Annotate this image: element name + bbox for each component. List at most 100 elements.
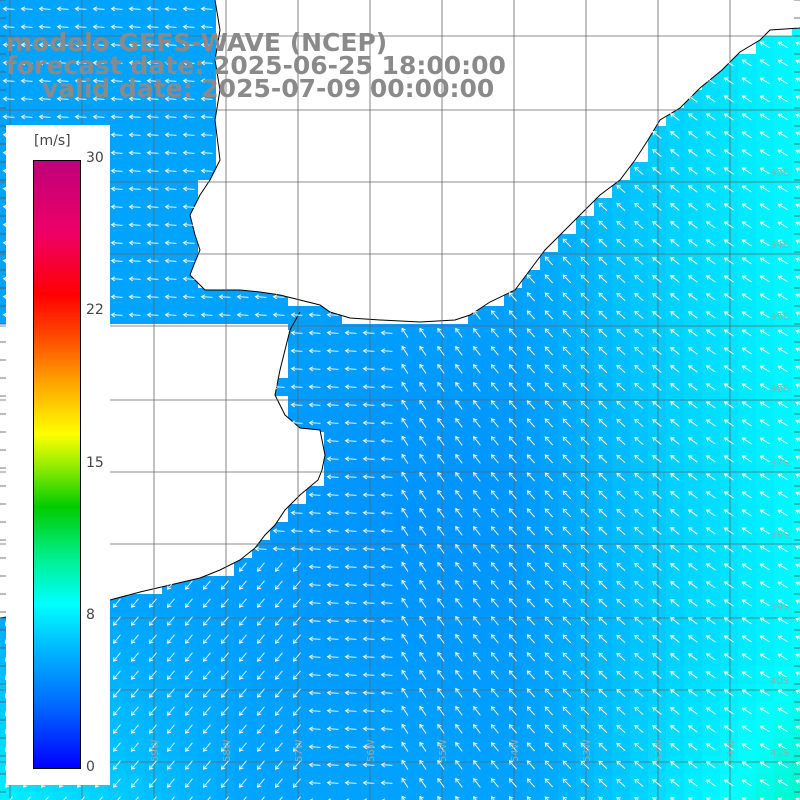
wind-arrow xyxy=(110,294,123,300)
colorbar-tick-22: 22 xyxy=(86,302,104,318)
wind-arrow xyxy=(652,562,662,571)
wind-cell xyxy=(792,216,800,234)
wind-arrow xyxy=(652,598,662,607)
wind-arrow xyxy=(616,364,626,373)
wind-arrow xyxy=(128,294,141,300)
wind-arrow xyxy=(723,293,734,301)
wind-cell xyxy=(180,792,198,800)
wind-arrow xyxy=(741,275,752,283)
wind-cell xyxy=(792,342,800,360)
wind-arrow xyxy=(723,113,734,121)
wind-arrow xyxy=(362,618,375,624)
wind-arrow xyxy=(419,525,427,536)
wind-arrow xyxy=(741,311,752,319)
wind-arrow xyxy=(200,168,213,174)
wind-arrow xyxy=(490,364,499,374)
wind-arrow xyxy=(200,42,213,48)
wind-arrow xyxy=(687,167,698,175)
wind-arrow xyxy=(795,347,800,353)
wind-arrow xyxy=(130,616,139,626)
wind-arrow xyxy=(56,96,69,102)
wind-arrow xyxy=(401,345,409,356)
wind-arrow xyxy=(20,60,33,66)
wind-arrow xyxy=(380,420,393,426)
lat-label: 41S xyxy=(770,748,789,759)
wind-arrow xyxy=(598,472,608,482)
wind-arrow xyxy=(526,400,536,410)
wind-arrow xyxy=(687,599,698,607)
wind-arrow xyxy=(508,580,517,590)
wind-arrow xyxy=(562,400,572,410)
wind-arrow xyxy=(164,114,177,120)
wind-arrow xyxy=(777,365,788,373)
wind-arrow xyxy=(326,330,339,336)
wind-arrow xyxy=(616,526,626,535)
wind-arrow xyxy=(544,274,554,284)
wind-arrow xyxy=(164,240,177,246)
wind-arrow xyxy=(741,455,752,463)
wind-arrow xyxy=(401,471,409,482)
wind-arrow xyxy=(687,311,698,319)
wind-arrow xyxy=(669,599,680,607)
wind-arrow xyxy=(182,168,195,174)
wind-arrow xyxy=(344,384,357,390)
wind-arrow xyxy=(455,345,463,356)
wind-arrow xyxy=(526,454,536,464)
wind-arrow xyxy=(705,329,716,337)
wind-arrow xyxy=(401,327,409,338)
wind-arrow xyxy=(795,293,800,299)
wind-arrow xyxy=(759,311,770,319)
wind-arrow xyxy=(580,382,590,392)
wind-cell xyxy=(792,576,800,594)
wind-arrow xyxy=(508,526,517,536)
wind-arrow xyxy=(526,364,536,374)
wind-arrow xyxy=(562,436,572,446)
wind-arrow xyxy=(634,292,644,301)
wind-arrow xyxy=(254,294,267,300)
wind-arrow xyxy=(616,220,626,229)
wind-arrow xyxy=(759,131,770,139)
wind-arrow xyxy=(795,41,800,47)
wind-arrow xyxy=(723,455,734,463)
wind-cell xyxy=(792,540,800,558)
wind-arrow xyxy=(687,275,698,283)
wind-arrow xyxy=(795,437,800,443)
lon-label: 52W xyxy=(654,739,665,762)
wind-arrow xyxy=(652,202,662,211)
wind-arrow xyxy=(795,527,800,533)
wind-arrow xyxy=(723,59,734,67)
wind-arrow xyxy=(616,238,626,247)
wind-arrow xyxy=(652,544,662,553)
wind-cell xyxy=(612,792,630,800)
wind-arrow xyxy=(795,365,800,371)
wind-arrow xyxy=(669,545,680,553)
wind-cell xyxy=(792,180,800,198)
wind-arrow xyxy=(110,42,123,48)
wind-arrow xyxy=(272,546,285,552)
wind-arrow xyxy=(634,526,644,535)
wind-arrow xyxy=(634,238,644,247)
wind-arrow xyxy=(401,525,409,536)
wind-arrow xyxy=(705,473,716,481)
wind-arrow xyxy=(616,346,626,355)
wind-arrow xyxy=(669,383,680,391)
wind-arrow xyxy=(473,327,481,338)
wind-arrow xyxy=(562,562,572,572)
wind-arrow xyxy=(705,491,716,499)
wind-arrow xyxy=(401,363,409,374)
wind-arrow xyxy=(544,382,554,392)
wind-arrow xyxy=(308,402,321,408)
wind-arrow xyxy=(741,113,752,121)
wind-arrow xyxy=(128,186,141,192)
wind-arrow xyxy=(580,526,590,536)
wind-cell xyxy=(792,288,800,306)
wind-arrow xyxy=(274,598,283,608)
wind-arrow xyxy=(473,417,481,428)
lon-label: 54W xyxy=(510,739,521,762)
wind-arrow xyxy=(652,418,662,427)
wind-arrow xyxy=(56,78,69,84)
wind-arrow xyxy=(182,186,195,192)
wind-arrow xyxy=(473,471,481,482)
wind-arrow xyxy=(562,580,572,590)
wind-arrow xyxy=(705,185,716,193)
